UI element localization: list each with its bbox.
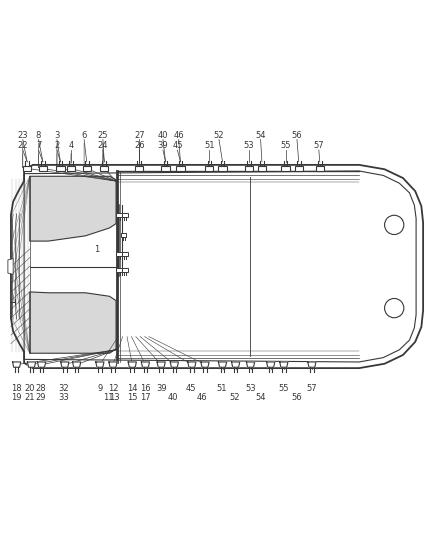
Text: 19: 19 [11, 393, 22, 402]
Text: 24: 24 [98, 141, 108, 150]
Polygon shape [219, 362, 226, 367]
Text: 2: 2 [54, 141, 60, 150]
Text: 46: 46 [173, 131, 184, 140]
Text: 53: 53 [245, 384, 256, 393]
Text: 40: 40 [158, 131, 168, 140]
Text: 6: 6 [81, 131, 87, 140]
Text: 8: 8 [36, 131, 41, 140]
Text: 53: 53 [244, 141, 254, 150]
Polygon shape [38, 362, 46, 367]
Text: 11: 11 [103, 393, 114, 402]
Bar [23, 166, 31, 171]
Text: 28: 28 [35, 384, 46, 393]
Text: 23: 23 [18, 131, 28, 140]
Text: 7: 7 [36, 141, 41, 150]
Bar [122, 253, 127, 256]
Polygon shape [30, 176, 116, 241]
Polygon shape [247, 362, 254, 367]
Text: 56: 56 [292, 393, 302, 402]
Text: 4: 4 [68, 141, 74, 150]
Text: 15: 15 [127, 393, 138, 402]
Text: 39: 39 [156, 384, 166, 393]
Text: 17: 17 [140, 393, 151, 402]
Bar [295, 166, 303, 171]
Text: 1: 1 [94, 245, 99, 254]
Polygon shape [188, 362, 196, 367]
Bar [162, 166, 170, 171]
Polygon shape [232, 362, 240, 367]
Bar [258, 166, 266, 171]
Text: 55: 55 [279, 384, 289, 393]
Text: 56: 56 [292, 131, 302, 140]
Bar [245, 166, 253, 171]
Polygon shape [280, 362, 288, 367]
Polygon shape [201, 362, 209, 367]
Polygon shape [141, 362, 149, 367]
Bar [100, 166, 108, 171]
Polygon shape [170, 362, 178, 367]
Text: 26: 26 [134, 141, 145, 150]
Text: 55: 55 [280, 141, 291, 150]
Polygon shape [96, 362, 104, 367]
Polygon shape [13, 362, 21, 367]
Bar [39, 166, 47, 171]
Bar [219, 166, 226, 171]
Text: 52: 52 [229, 393, 240, 402]
Bar [116, 268, 121, 272]
Polygon shape [28, 362, 35, 367]
Polygon shape [157, 362, 165, 367]
Text: 40: 40 [168, 393, 178, 402]
Bar [116, 213, 121, 216]
Circle shape [385, 215, 404, 235]
Text: 12: 12 [108, 384, 118, 393]
Bar [116, 253, 121, 256]
Bar [205, 166, 213, 171]
Circle shape [385, 298, 404, 318]
Text: 29: 29 [35, 393, 46, 402]
Polygon shape [267, 362, 275, 367]
Text: 46: 46 [197, 393, 208, 402]
Polygon shape [8, 259, 13, 274]
Text: 51: 51 [216, 384, 226, 393]
Text: 33: 33 [58, 393, 69, 402]
Text: 39: 39 [158, 141, 168, 150]
Text: 16: 16 [140, 384, 151, 393]
Text: 21: 21 [25, 393, 35, 402]
Polygon shape [308, 362, 316, 367]
Text: 13: 13 [110, 393, 120, 402]
Bar [122, 213, 127, 216]
Bar [67, 166, 75, 171]
Text: 57: 57 [314, 141, 324, 150]
Text: 45: 45 [185, 384, 196, 393]
Text: 32: 32 [58, 384, 69, 393]
Text: 9: 9 [97, 384, 102, 393]
Bar [177, 166, 184, 171]
Bar [57, 166, 64, 171]
Polygon shape [61, 362, 69, 367]
Text: 20: 20 [25, 384, 35, 393]
Bar [135, 166, 143, 171]
Bar [122, 268, 127, 272]
Polygon shape [109, 362, 117, 367]
Bar [282, 166, 290, 171]
Text: 25: 25 [98, 131, 108, 140]
Polygon shape [128, 362, 136, 367]
Text: 54: 54 [255, 131, 266, 140]
Text: 45: 45 [172, 141, 183, 150]
Text: 54: 54 [255, 393, 266, 402]
Polygon shape [11, 165, 423, 368]
Text: 52: 52 [214, 131, 224, 140]
Text: 14: 14 [127, 384, 138, 393]
Text: 27: 27 [134, 131, 145, 140]
Text: 51: 51 [204, 141, 215, 150]
Text: 57: 57 [307, 384, 317, 393]
Polygon shape [30, 292, 116, 353]
Text: 22: 22 [18, 141, 28, 150]
Text: 3: 3 [54, 131, 60, 140]
Bar [83, 166, 91, 171]
Text: 18: 18 [11, 384, 22, 393]
Bar [316, 166, 324, 171]
Polygon shape [73, 362, 81, 367]
Bar [121, 233, 126, 237]
